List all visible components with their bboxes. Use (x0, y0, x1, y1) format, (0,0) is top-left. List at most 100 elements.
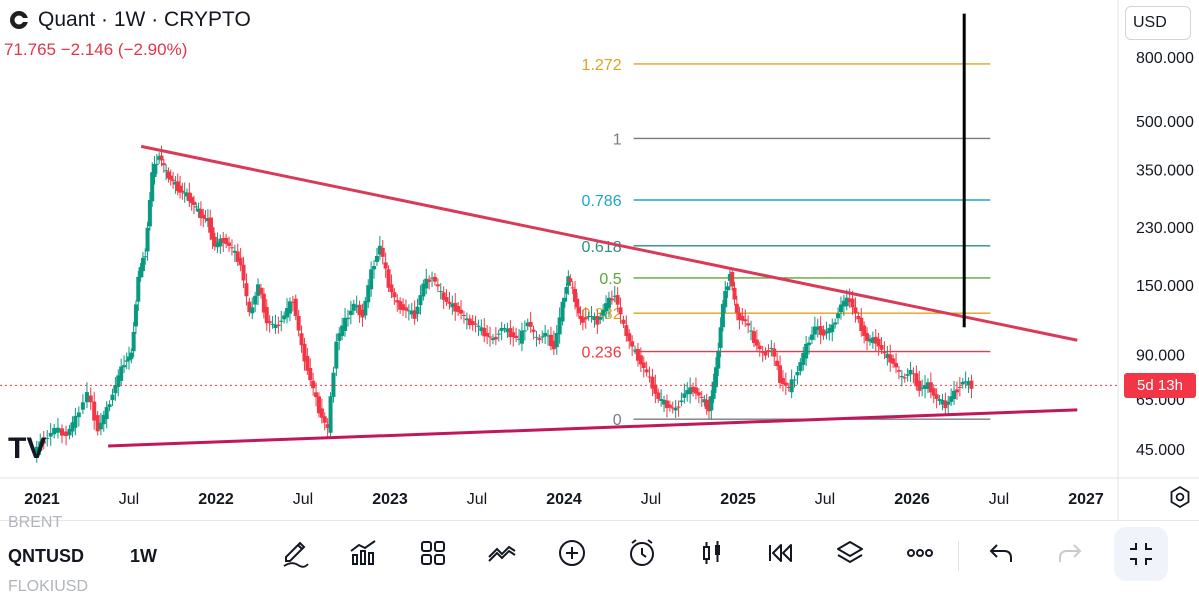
layers-icon[interactable] (834, 537, 866, 569)
candle (647, 366, 652, 383)
quant-logo-icon (10, 11, 30, 29)
candle-body (84, 392, 89, 403)
candle (34, 440, 39, 463)
candle (116, 369, 121, 397)
settings-icon[interactable] (1168, 485, 1192, 509)
candle-body (508, 328, 513, 338)
candle-body (279, 320, 284, 322)
next-symbol-ghost[interactable]: FLOKIUSD (8, 578, 89, 595)
candle (920, 379, 925, 397)
candle (302, 337, 307, 371)
candle-body (644, 369, 649, 373)
interval-selector[interactable]: 1W (130, 546, 157, 566)
redo-icon[interactable] (1054, 537, 1086, 569)
candle-body (383, 262, 388, 269)
candle (290, 296, 295, 312)
candle (279, 310, 284, 332)
candle (311, 372, 316, 396)
candle-body (456, 306, 461, 312)
candle-body (766, 350, 771, 352)
candle (60, 424, 65, 444)
more-icon[interactable] (904, 537, 936, 569)
candle-body (723, 290, 728, 308)
compare-icon[interactable] (486, 537, 518, 569)
layout-grid-icon[interactable] (417, 537, 449, 569)
candle-body (189, 197, 194, 204)
candle (340, 317, 345, 341)
candle-body (540, 336, 545, 338)
candle-body (943, 400, 948, 409)
candle-body (517, 338, 522, 340)
candle-body (479, 327, 484, 332)
candle (380, 239, 385, 265)
candle-body (430, 277, 435, 279)
candle (124, 352, 129, 370)
candle (98, 412, 103, 436)
candle-body (490, 338, 495, 341)
candle (699, 390, 704, 407)
candle-body (377, 245, 382, 255)
prev-symbol-ghost[interactable]: BRENT (8, 514, 63, 531)
candle-body (763, 351, 768, 356)
candle (104, 401, 109, 429)
candle (612, 285, 617, 303)
undo-icon[interactable] (985, 537, 1017, 569)
candle (154, 153, 159, 174)
candle (946, 395, 951, 414)
candle (682, 383, 687, 404)
candle-body (713, 367, 718, 388)
candle-body (963, 381, 968, 383)
candle (258, 283, 263, 299)
candle (119, 358, 124, 386)
candle-body (76, 412, 81, 418)
replay-icon[interactable] (765, 537, 797, 569)
candle (807, 336, 812, 355)
symbol-title[interactable]: Quant · 1W · CRYPTO (38, 8, 251, 31)
candle (899, 370, 904, 387)
candle (749, 320, 754, 341)
candle-body (325, 424, 330, 428)
candle-body (865, 333, 870, 341)
symbol-selector[interactable]: QNTUSD (8, 546, 84, 566)
candle (250, 297, 255, 320)
candle-body (499, 327, 504, 331)
drawing-tool-icon[interactable] (280, 537, 312, 569)
candle-body (343, 317, 348, 331)
candle-body (52, 427, 57, 435)
candle (836, 307, 841, 325)
candle-body (564, 287, 569, 294)
candle-body (264, 307, 269, 324)
candle-body (212, 236, 217, 247)
chart-header: Quant · 1W · CRYPTO 71.765 −2.146 (−2.90… (4, 8, 251, 60)
fullscreen-button[interactable] (1114, 527, 1168, 581)
currency-selector[interactable]: USD (1125, 6, 1191, 40)
alert-clock-icon[interactable] (626, 537, 658, 569)
add-icon[interactable] (556, 537, 588, 569)
candle-body (754, 339, 759, 346)
candle-body (438, 291, 443, 293)
candle (377, 235, 382, 261)
candle-body (844, 297, 849, 307)
candle-body (187, 192, 192, 202)
candle-body (98, 422, 103, 430)
candle (775, 352, 780, 371)
candle (630, 335, 635, 356)
candle-body (575, 298, 580, 308)
indicators-icon[interactable] (347, 537, 379, 569)
candle-body (570, 287, 575, 289)
candle (357, 300, 362, 323)
candle-body (412, 310, 417, 319)
candle-body (64, 431, 69, 437)
candle (589, 306, 594, 323)
candle (966, 377, 971, 393)
candle-body (859, 317, 864, 331)
candle (691, 382, 696, 397)
candle-body (299, 333, 304, 346)
candle-body (673, 407, 678, 411)
lower-trendline (108, 408, 1078, 448)
candle-body (737, 312, 742, 321)
x-tick-label: 2026 (894, 491, 930, 508)
candle-body (60, 428, 65, 436)
chart-type-candles-icon[interactable] (696, 537, 728, 569)
